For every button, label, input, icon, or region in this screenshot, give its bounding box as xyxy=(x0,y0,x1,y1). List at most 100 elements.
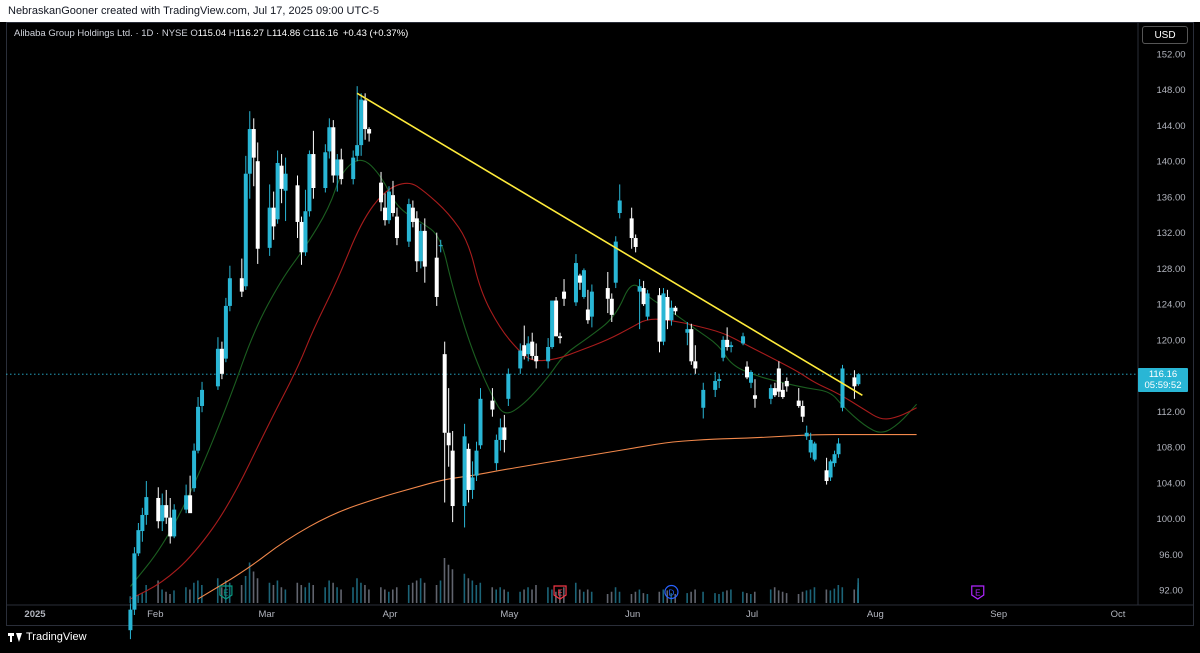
moving-averages xyxy=(130,159,918,600)
volume-bar xyxy=(216,578,219,603)
attribution-bar: NebraskanGooner created with TradingView… xyxy=(0,0,1200,22)
candle-body xyxy=(558,336,563,339)
price-tick-label: 120.00 xyxy=(1156,335,1185,346)
volume-bar xyxy=(308,582,311,603)
candle-body xyxy=(796,400,801,406)
candle-body xyxy=(279,165,284,189)
volume-bar xyxy=(364,585,366,603)
volume-bar xyxy=(312,585,315,603)
candle-body xyxy=(184,495,189,510)
volume-bar xyxy=(324,587,326,603)
price-tick-label: 96.00 xyxy=(1159,550,1183,561)
candle-body xyxy=(581,270,586,297)
candle-body xyxy=(808,439,813,453)
volume-bar xyxy=(447,564,450,603)
volume-bar xyxy=(769,589,772,603)
price-tick-label: 136.00 xyxy=(1156,192,1185,203)
candle-body xyxy=(239,278,244,292)
candle-body xyxy=(836,443,841,455)
volume-bar xyxy=(718,594,720,603)
candle-body xyxy=(335,159,340,176)
candle-body xyxy=(609,298,614,315)
time-tick-label: Jul xyxy=(746,609,758,620)
currency-button[interactable]: USD xyxy=(1142,26,1188,44)
candle-body xyxy=(192,450,197,489)
candle-body xyxy=(494,439,499,464)
volume-bar xyxy=(714,593,716,603)
resistance-trendline xyxy=(356,92,863,396)
candle-body xyxy=(414,218,419,262)
price-scale[interactable]: 92.0096.00100.00104.00108.00112.00116.00… xyxy=(1156,50,1185,597)
candle-body xyxy=(132,553,137,610)
volume-bar xyxy=(268,582,271,603)
candle-body xyxy=(856,374,861,385)
candle-body xyxy=(470,477,475,490)
candle-body xyxy=(160,505,165,522)
candle-body xyxy=(752,395,757,399)
volume-bar xyxy=(197,580,199,603)
candle-body xyxy=(223,305,228,359)
volume-bar xyxy=(463,573,466,603)
ma_mid-line xyxy=(130,182,917,600)
close-label: C xyxy=(302,28,310,39)
candle-body xyxy=(526,343,531,355)
candle-body xyxy=(717,379,722,381)
event-marker: D xyxy=(664,584,679,600)
volume-bar xyxy=(777,590,780,603)
candle-body xyxy=(311,154,316,188)
volume-bar xyxy=(547,587,549,603)
chart-frame[interactable] xyxy=(6,22,1194,626)
price-tick-label: 144.00 xyxy=(1156,121,1185,132)
volume-bar xyxy=(252,571,255,603)
volume-bar xyxy=(690,591,692,603)
last-price-label: 116.16 05:59:52 xyxy=(1138,368,1188,392)
volume-bar xyxy=(499,587,501,603)
volume-bar xyxy=(638,589,641,603)
candle-body xyxy=(394,216,399,239)
candle-body xyxy=(355,145,360,156)
volume-bar xyxy=(535,585,537,603)
volume-bar xyxy=(435,585,438,603)
candle-body xyxy=(693,361,698,369)
volume-bar xyxy=(742,591,744,603)
candle-body xyxy=(271,207,276,227)
candle-body xyxy=(215,348,220,387)
footer-brand[interactable]: TradingView xyxy=(8,631,87,643)
time-tick-label: Sep xyxy=(990,609,1007,620)
candle-body xyxy=(164,505,169,518)
volume-bar xyxy=(332,582,334,603)
volume-bar xyxy=(646,594,649,603)
volume-bar xyxy=(407,585,410,603)
candle-body xyxy=(331,127,336,176)
volume-bar xyxy=(340,589,342,603)
volume-bar xyxy=(507,591,509,603)
trendline-layer[interactable] xyxy=(356,92,863,396)
candle-body xyxy=(275,162,280,220)
volume-bar xyxy=(336,587,338,603)
volume-bar xyxy=(368,589,370,603)
volume-bar xyxy=(384,589,386,603)
volume-bar xyxy=(224,580,227,603)
volume-bar xyxy=(169,594,171,603)
candle-body xyxy=(295,185,300,222)
volume-bar xyxy=(201,585,203,603)
candle-body xyxy=(327,127,332,152)
candle-body xyxy=(434,257,439,297)
volume-bar xyxy=(746,593,748,603)
candle-body xyxy=(725,339,730,348)
candle-body xyxy=(144,497,149,515)
low-value: 114.86 xyxy=(271,28,301,39)
candle-body xyxy=(379,182,384,203)
volume-bar xyxy=(809,589,812,603)
candle-body xyxy=(721,339,726,358)
time-scale[interactable]: 2025 Feb Mar Apr May Jun Jul Aug Sep Oct xyxy=(24,609,1125,620)
candle-body xyxy=(554,300,559,337)
open-label: O xyxy=(190,28,198,39)
volume-bar xyxy=(439,580,442,603)
volume-bar xyxy=(614,587,617,603)
candle-body xyxy=(243,173,248,287)
candle-body xyxy=(605,288,610,299)
volume-bar xyxy=(467,578,470,603)
